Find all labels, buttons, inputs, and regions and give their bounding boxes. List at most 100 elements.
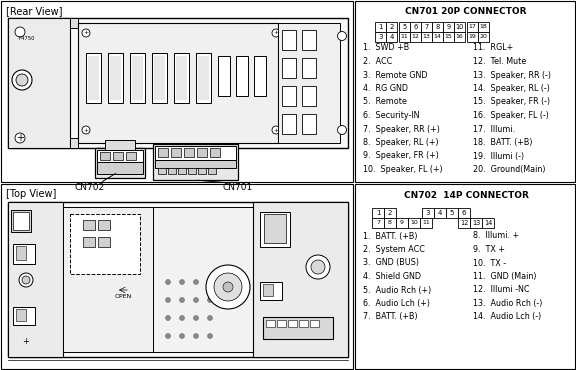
Bar xyxy=(97,162,143,174)
Text: 20: 20 xyxy=(480,34,487,40)
Text: 13.  Speaker, RR (-): 13. Speaker, RR (-) xyxy=(473,71,551,80)
Bar xyxy=(470,218,482,228)
Circle shape xyxy=(82,29,90,37)
Bar xyxy=(399,22,410,32)
Bar xyxy=(282,86,296,106)
Bar xyxy=(88,56,99,100)
Text: 10.  Speaker, FL (+): 10. Speaker, FL (+) xyxy=(363,165,442,174)
Bar xyxy=(95,148,145,178)
Bar xyxy=(458,208,470,218)
Circle shape xyxy=(207,333,213,339)
Bar xyxy=(236,56,248,96)
Bar xyxy=(266,320,275,327)
Text: 13: 13 xyxy=(423,34,430,40)
Bar xyxy=(384,208,396,218)
Bar xyxy=(302,58,316,78)
Bar xyxy=(108,53,123,103)
Circle shape xyxy=(194,279,199,285)
Bar xyxy=(126,152,136,160)
Text: 8: 8 xyxy=(435,24,439,30)
Text: 13: 13 xyxy=(472,220,480,226)
Bar xyxy=(70,18,78,28)
Text: 17: 17 xyxy=(468,24,476,30)
Bar xyxy=(420,218,432,228)
Circle shape xyxy=(306,255,330,279)
Bar xyxy=(263,284,273,296)
Bar xyxy=(355,184,575,369)
Bar xyxy=(97,150,143,162)
Circle shape xyxy=(22,276,30,284)
Bar xyxy=(410,32,421,42)
Bar xyxy=(158,148,168,157)
Bar xyxy=(375,22,386,32)
Circle shape xyxy=(206,265,250,309)
Bar xyxy=(188,168,196,174)
Text: 9.  TX +: 9. TX + xyxy=(473,245,505,254)
Bar xyxy=(11,210,31,232)
Bar xyxy=(176,56,187,100)
Bar xyxy=(110,56,121,100)
Text: 11: 11 xyxy=(401,34,408,40)
Bar xyxy=(16,246,26,260)
Text: 16.  Speaker, FL (-): 16. Speaker, FL (-) xyxy=(473,111,549,120)
Text: 12: 12 xyxy=(412,34,419,40)
Text: 4: 4 xyxy=(438,210,442,216)
Text: 6.  Audio Lch (+): 6. Audio Lch (+) xyxy=(363,299,430,308)
Bar xyxy=(86,53,101,103)
Bar xyxy=(254,56,266,96)
Bar xyxy=(263,317,333,339)
Bar xyxy=(454,32,465,42)
Circle shape xyxy=(272,126,280,134)
Bar xyxy=(355,1,575,182)
Bar xyxy=(372,218,384,228)
Bar xyxy=(208,168,216,174)
Bar xyxy=(386,32,397,42)
Bar xyxy=(384,218,396,228)
Bar xyxy=(8,202,348,357)
Text: 7.  Speaker, RR (+): 7. Speaker, RR (+) xyxy=(363,124,440,134)
Text: 1: 1 xyxy=(378,24,382,30)
Circle shape xyxy=(82,126,90,134)
Bar xyxy=(130,53,145,103)
Text: 20.  Ground(Main): 20. Ground(Main) xyxy=(473,165,545,174)
Bar xyxy=(196,53,211,103)
Text: +: + xyxy=(274,30,279,36)
Text: 17.  Illumi.: 17. Illumi. xyxy=(473,124,515,134)
Text: 14: 14 xyxy=(434,34,441,40)
Bar xyxy=(422,208,434,218)
Bar xyxy=(98,220,110,230)
Text: 7: 7 xyxy=(425,24,429,30)
Bar xyxy=(421,32,432,42)
Text: 19.  Illumi (-): 19. Illumi (-) xyxy=(473,151,524,161)
Bar xyxy=(83,220,95,230)
Circle shape xyxy=(165,316,170,320)
Circle shape xyxy=(165,333,170,339)
Text: 14: 14 xyxy=(484,220,492,226)
Bar xyxy=(184,148,194,157)
Circle shape xyxy=(338,31,347,40)
Bar xyxy=(78,23,278,143)
Text: 11: 11 xyxy=(422,221,430,225)
Bar xyxy=(260,212,290,247)
Text: OPEN: OPEN xyxy=(115,295,132,299)
Text: 4.  Shield GND: 4. Shield GND xyxy=(363,272,421,281)
Circle shape xyxy=(207,316,213,320)
Text: CN702: CN702 xyxy=(75,184,105,192)
Text: 10.  TX -: 10. TX - xyxy=(473,259,506,268)
Text: 5.  Audio Rch (+): 5. Audio Rch (+) xyxy=(363,286,431,295)
Bar xyxy=(132,56,143,100)
Text: 5: 5 xyxy=(403,24,407,30)
Bar xyxy=(386,22,397,32)
Bar xyxy=(467,22,478,32)
Circle shape xyxy=(272,29,280,37)
Bar xyxy=(432,32,443,42)
Bar xyxy=(98,237,110,247)
Circle shape xyxy=(214,273,242,301)
Circle shape xyxy=(15,27,25,37)
Bar xyxy=(282,58,296,78)
Text: 6.  Security-IN: 6. Security-IN xyxy=(363,111,419,120)
Text: 7: 7 xyxy=(376,221,380,225)
Bar xyxy=(210,148,220,157)
Text: CN701: CN701 xyxy=(223,184,253,192)
Text: 5.  Remote: 5. Remote xyxy=(363,98,407,107)
